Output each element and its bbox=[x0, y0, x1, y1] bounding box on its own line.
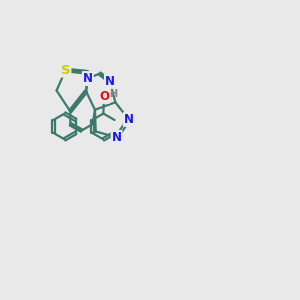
Text: H: H bbox=[109, 88, 117, 98]
Text: O: O bbox=[99, 90, 109, 103]
Text: N: N bbox=[83, 72, 93, 85]
Text: S: S bbox=[61, 64, 70, 76]
Text: N: N bbox=[124, 113, 134, 126]
Text: N: N bbox=[112, 131, 122, 144]
Text: N: N bbox=[105, 75, 115, 88]
